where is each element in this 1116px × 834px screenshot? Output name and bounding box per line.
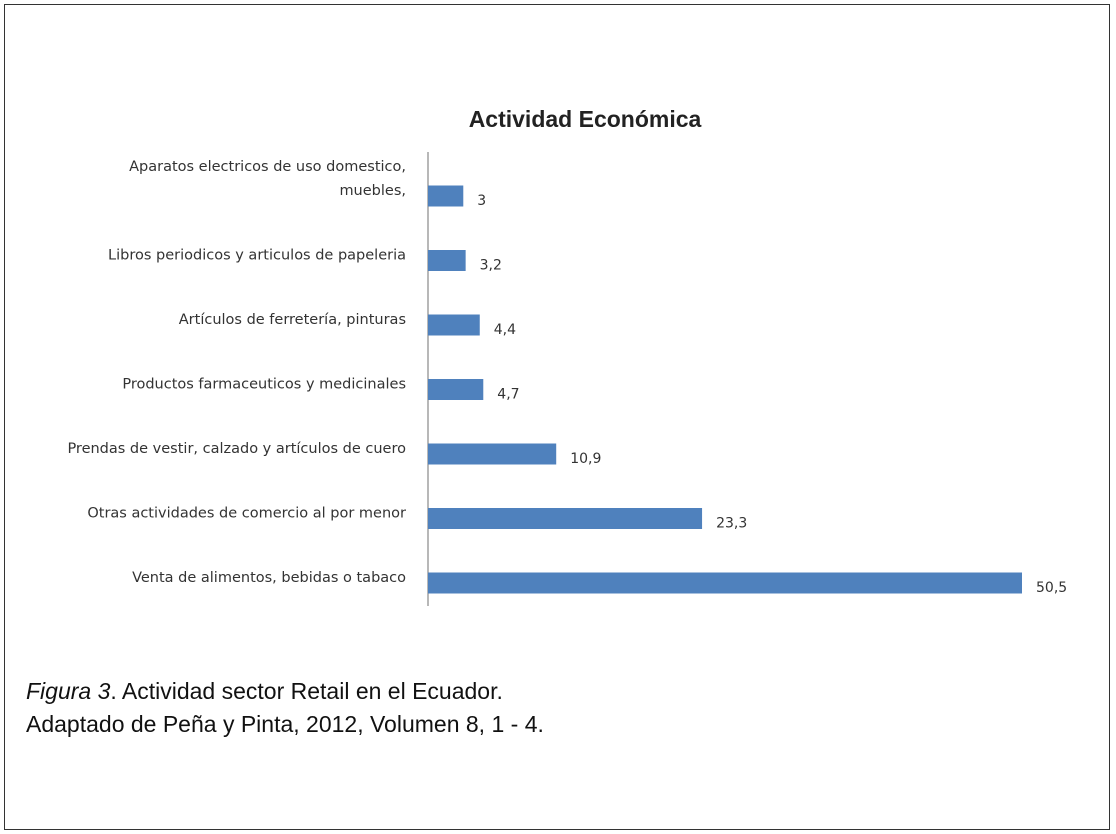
category-label: Otras actividades de comercio al por men… [87,506,406,522]
category-label: Libros periodicos y articulos de papeler… [108,248,406,264]
bar [428,314,480,336]
category-label: Productos farmaceuticos y medicinales [122,377,406,393]
caption-text: . Actividad sector Retail en el Ecuador. [110,678,503,704]
figure-label: Figura 3 [26,678,111,704]
bar [428,572,1022,594]
value-label: 4,4 [494,322,516,338]
category-label: Venta de alimentos, bebidas o tabaco [132,570,406,586]
bar [428,379,484,400]
bar [428,250,466,271]
category-label: Artículos de ferretería, pinturas [179,312,406,328]
caption-line-2: Adaptado de Peña y Pinta, 2012, Volumen … [26,711,544,737]
category-label: Prendas de vestir, calzado y artículos d… [67,441,406,457]
bar [428,185,464,207]
chart-title: Actividad Económica [469,106,702,132]
value-label: 10,9 [570,451,601,467]
figure-caption: Figura 3. Actividad sector Retail en el … [26,675,544,741]
bar [428,443,557,465]
figure-frame [4,4,1110,830]
value-label: 50,5 [1036,580,1067,596]
value-label: 23,3 [716,516,747,532]
caption-line-1: Figura 3. Actividad sector Retail en el … [26,675,544,708]
bars-group: 3 Aparatos electricos de uso domestico, mu… [67,159,1067,596]
value-label: 3,2 [480,258,502,274]
value-label: 3 [477,193,486,209]
value-label: 4,7 [497,387,519,403]
category-label: Aparatos electricos de uso domestico, mue… [129,159,406,199]
bar [428,508,703,529]
